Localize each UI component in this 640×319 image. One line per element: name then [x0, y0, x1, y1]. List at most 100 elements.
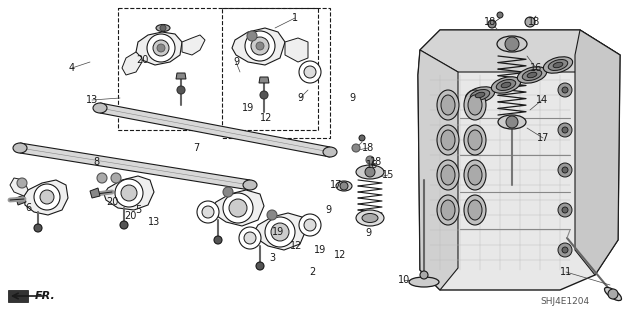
- Polygon shape: [176, 73, 186, 79]
- Circle shape: [299, 214, 321, 236]
- Text: 12: 12: [290, 241, 302, 251]
- Ellipse shape: [517, 67, 547, 83]
- Text: 3: 3: [269, 253, 275, 263]
- Polygon shape: [10, 178, 28, 196]
- Circle shape: [366, 156, 374, 164]
- Circle shape: [223, 193, 253, 223]
- Circle shape: [304, 66, 316, 78]
- Circle shape: [359, 135, 365, 141]
- Polygon shape: [212, 190, 264, 226]
- Text: 19: 19: [272, 227, 284, 237]
- Circle shape: [525, 17, 535, 27]
- Circle shape: [157, 44, 165, 52]
- Ellipse shape: [464, 160, 486, 190]
- Ellipse shape: [465, 87, 495, 103]
- Circle shape: [120, 221, 128, 229]
- Circle shape: [304, 219, 316, 231]
- Text: 18: 18: [362, 143, 374, 153]
- Circle shape: [177, 86, 185, 94]
- Ellipse shape: [437, 160, 459, 190]
- Text: 4: 4: [69, 63, 75, 73]
- Ellipse shape: [492, 77, 520, 93]
- Text: 18: 18: [528, 17, 540, 27]
- Text: 8: 8: [93, 157, 99, 167]
- Ellipse shape: [243, 180, 257, 190]
- Circle shape: [352, 144, 360, 152]
- Text: 12: 12: [334, 250, 346, 260]
- Circle shape: [256, 262, 264, 270]
- Circle shape: [239, 227, 261, 249]
- Ellipse shape: [356, 210, 384, 226]
- Text: 20: 20: [106, 197, 118, 207]
- Circle shape: [420, 271, 428, 279]
- Circle shape: [562, 207, 568, 213]
- Ellipse shape: [437, 195, 459, 225]
- Ellipse shape: [468, 95, 482, 115]
- Circle shape: [17, 178, 27, 188]
- Text: SHJ4E1204: SHJ4E1204: [540, 298, 589, 307]
- Ellipse shape: [362, 213, 378, 222]
- Circle shape: [251, 37, 269, 55]
- Ellipse shape: [470, 90, 490, 100]
- Circle shape: [197, 201, 219, 223]
- Ellipse shape: [93, 103, 107, 113]
- Text: 17: 17: [537, 133, 549, 143]
- Ellipse shape: [475, 92, 485, 98]
- Ellipse shape: [336, 181, 352, 191]
- Text: 18: 18: [484, 17, 496, 27]
- Circle shape: [265, 217, 295, 247]
- Polygon shape: [575, 30, 620, 275]
- Circle shape: [111, 173, 121, 183]
- Polygon shape: [418, 30, 620, 290]
- Circle shape: [256, 42, 264, 50]
- Bar: [222, 8, 330, 138]
- Circle shape: [562, 127, 568, 133]
- Text: 18: 18: [370, 157, 382, 167]
- Ellipse shape: [501, 82, 511, 88]
- Ellipse shape: [441, 130, 455, 150]
- Circle shape: [202, 206, 214, 218]
- Circle shape: [97, 173, 107, 183]
- Text: 10: 10: [398, 275, 410, 285]
- Bar: [118, 8, 318, 130]
- Circle shape: [558, 163, 572, 177]
- Circle shape: [271, 223, 289, 241]
- Ellipse shape: [553, 62, 563, 68]
- Ellipse shape: [13, 143, 27, 153]
- Circle shape: [229, 199, 247, 217]
- Text: 13: 13: [148, 217, 160, 227]
- Ellipse shape: [437, 90, 459, 120]
- Text: 12: 12: [260, 113, 272, 123]
- Text: 20: 20: [136, 55, 148, 65]
- Ellipse shape: [543, 57, 573, 73]
- Circle shape: [562, 167, 568, 173]
- Circle shape: [34, 224, 42, 232]
- Text: 9: 9: [325, 205, 331, 215]
- Text: 19: 19: [314, 245, 326, 255]
- Ellipse shape: [527, 72, 537, 78]
- Text: 9: 9: [349, 93, 355, 103]
- Polygon shape: [122, 52, 142, 75]
- Ellipse shape: [522, 70, 541, 80]
- Ellipse shape: [409, 277, 439, 287]
- Circle shape: [115, 179, 143, 207]
- Circle shape: [267, 210, 277, 220]
- Text: 15: 15: [382, 170, 394, 180]
- Polygon shape: [104, 176, 154, 210]
- Polygon shape: [254, 213, 306, 250]
- Circle shape: [34, 184, 60, 210]
- Polygon shape: [418, 50, 458, 290]
- Ellipse shape: [496, 79, 516, 91]
- Circle shape: [147, 34, 175, 62]
- Polygon shape: [16, 195, 26, 205]
- Text: 9: 9: [365, 228, 371, 238]
- Ellipse shape: [468, 165, 482, 185]
- Circle shape: [160, 25, 166, 31]
- Text: 14: 14: [536, 95, 548, 105]
- Ellipse shape: [468, 200, 482, 220]
- Polygon shape: [182, 35, 205, 55]
- Ellipse shape: [548, 60, 568, 70]
- Text: 16: 16: [530, 63, 542, 73]
- Circle shape: [340, 182, 348, 190]
- Circle shape: [562, 247, 568, 253]
